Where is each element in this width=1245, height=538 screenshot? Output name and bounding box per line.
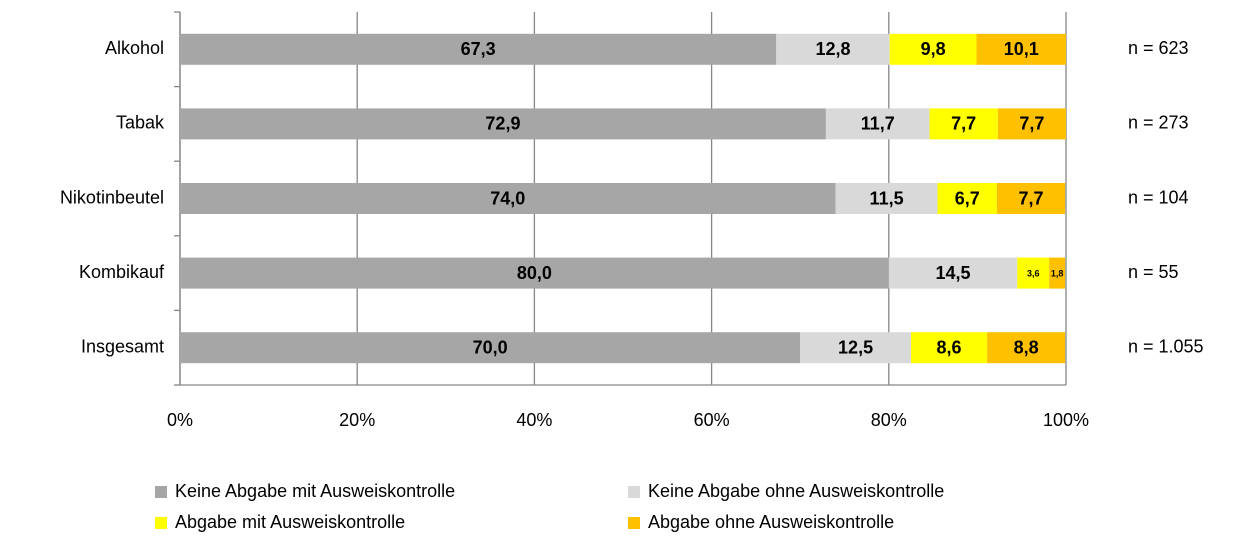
annotation: n = 273 bbox=[1128, 113, 1189, 133]
bar-segment bbox=[180, 108, 826, 140]
y-tick-label: Tabak bbox=[116, 113, 165, 133]
value-label: 9,8 bbox=[921, 39, 946, 59]
bar-segment bbox=[910, 332, 988, 364]
y-tick-label: Kombikauf bbox=[79, 262, 165, 282]
x-tick-label: 100% bbox=[1043, 410, 1089, 430]
value-label: 12,5 bbox=[838, 337, 873, 357]
bar-segment bbox=[1049, 257, 1066, 289]
x-tick-label: 60% bbox=[694, 410, 730, 430]
bar-segment bbox=[889, 33, 977, 65]
value-label: 7,7 bbox=[1018, 188, 1043, 208]
legend-swatch bbox=[155, 517, 167, 529]
value-label: 67,3 bbox=[461, 39, 496, 59]
bar-segment bbox=[1017, 257, 1050, 289]
bar-segment bbox=[180, 33, 777, 65]
x-tick-label: 80% bbox=[871, 410, 907, 430]
value-label: 1,8 bbox=[1051, 268, 1064, 278]
bar-segment bbox=[937, 183, 997, 214]
bar-segment bbox=[976, 33, 1066, 65]
value-label: 8,8 bbox=[1014, 337, 1039, 357]
value-label: 12,8 bbox=[815, 39, 850, 59]
x-tick-label: 0% bbox=[167, 410, 193, 430]
value-label: 70,0 bbox=[473, 337, 508, 357]
legend-label: Keine Abgabe ohne Ausweiskontrolle bbox=[648, 481, 944, 501]
bar-segment bbox=[180, 257, 889, 289]
y-tick-label: Nikotinbeutel bbox=[60, 187, 164, 207]
value-label: 74,0 bbox=[490, 188, 525, 208]
value-label: 10,1 bbox=[1004, 39, 1039, 59]
value-label: 14,5 bbox=[936, 263, 971, 283]
bar-segment bbox=[825, 108, 930, 140]
x-tick-label: 40% bbox=[516, 410, 552, 430]
bar-segment bbox=[888, 257, 1018, 289]
y-tick-label: Alkohol bbox=[105, 38, 164, 58]
bar-segment bbox=[997, 108, 1066, 140]
value-label: 7,7 bbox=[1019, 114, 1044, 134]
value-label: 80,0 bbox=[517, 263, 552, 283]
legend-swatch bbox=[628, 486, 640, 498]
bar-segment bbox=[776, 33, 890, 65]
bar-segment bbox=[180, 332, 801, 364]
y-tick-label: Insgesamt bbox=[81, 336, 164, 356]
legend-swatch bbox=[628, 517, 640, 529]
annotation: n = 55 bbox=[1128, 262, 1179, 282]
x-tick-label: 20% bbox=[339, 410, 375, 430]
value-label: 7,7 bbox=[951, 114, 976, 134]
bar-segment bbox=[996, 183, 1066, 214]
legend-label: Keine Abgabe mit Ausweiskontrolle bbox=[175, 481, 455, 501]
bar-segment bbox=[180, 183, 836, 214]
value-label: 11,7 bbox=[861, 114, 895, 134]
value-label: 6,7 bbox=[955, 188, 980, 208]
legend-label: Abgabe ohne Ausweiskontrolle bbox=[648, 512, 894, 532]
annotation: n = 1.055 bbox=[1128, 336, 1204, 356]
bar-segment bbox=[929, 108, 998, 140]
annotation: n = 623 bbox=[1128, 38, 1189, 58]
value-label: 11,5 bbox=[870, 188, 904, 208]
legend-label: Abgabe mit Ausweiskontrolle bbox=[175, 512, 405, 532]
value-label: 8,6 bbox=[937, 337, 962, 357]
bar-segment bbox=[835, 183, 938, 214]
bar-segment bbox=[800, 332, 911, 364]
bar-segment bbox=[987, 332, 1066, 364]
legend-swatch bbox=[155, 486, 167, 498]
value-label: 72,9 bbox=[485, 114, 520, 134]
annotation: n = 104 bbox=[1128, 187, 1189, 207]
value-label: 3,6 bbox=[1027, 268, 1040, 278]
